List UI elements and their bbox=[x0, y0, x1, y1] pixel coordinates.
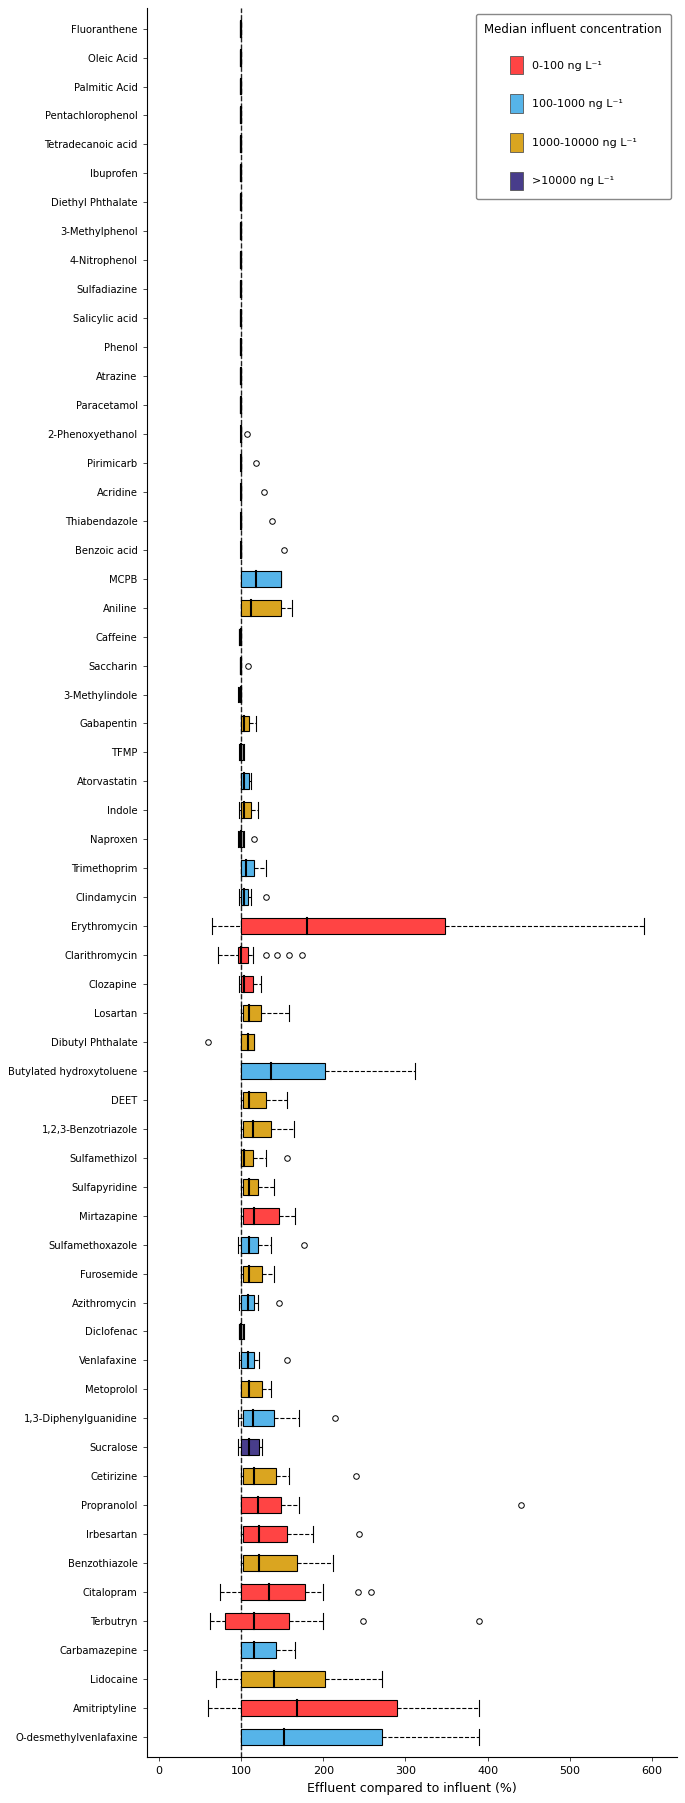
Bar bbox=[240, 397, 241, 413]
Bar bbox=[242, 1121, 271, 1136]
Bar bbox=[242, 1179, 258, 1195]
Bar bbox=[241, 1671, 325, 1688]
Bar bbox=[242, 1093, 266, 1107]
Bar bbox=[241, 1064, 325, 1078]
Bar bbox=[241, 1496, 281, 1513]
Bar bbox=[240, 687, 241, 703]
X-axis label: Effluent compared to influent (%): Effluent compared to influent (%) bbox=[307, 1781, 516, 1794]
Bar bbox=[241, 600, 281, 615]
Bar bbox=[241, 889, 248, 905]
Bar bbox=[240, 166, 241, 182]
Bar bbox=[242, 1004, 261, 1020]
Bar bbox=[241, 1381, 262, 1397]
Bar bbox=[225, 1614, 289, 1628]
Legend: 0-100 ng L⁻¹, 100-1000 ng L⁻¹, 1000-10000 ng L⁻¹, >10000 ng L⁻¹: 0-100 ng L⁻¹, 100-1000 ng L⁻¹, 1000-1000… bbox=[475, 14, 671, 198]
Bar bbox=[241, 1033, 254, 1049]
Bar bbox=[242, 1556, 297, 1570]
Bar bbox=[241, 1643, 275, 1659]
Bar bbox=[240, 629, 241, 644]
Bar bbox=[241, 716, 249, 732]
Bar bbox=[242, 1410, 274, 1426]
Bar bbox=[240, 831, 242, 847]
Bar bbox=[241, 1729, 382, 1745]
Bar bbox=[241, 1439, 259, 1455]
Bar bbox=[242, 1525, 287, 1542]
Bar bbox=[240, 310, 241, 326]
Bar bbox=[240, 50, 241, 65]
Bar bbox=[242, 1266, 262, 1282]
Bar bbox=[241, 1295, 254, 1311]
Bar bbox=[242, 1468, 275, 1484]
Bar bbox=[241, 1585, 306, 1599]
Bar bbox=[241, 773, 249, 790]
Bar bbox=[240, 281, 241, 297]
Bar bbox=[241, 975, 253, 992]
Bar bbox=[241, 1352, 254, 1368]
Bar bbox=[240, 658, 241, 674]
Bar bbox=[240, 368, 241, 384]
Bar bbox=[240, 20, 241, 36]
Bar bbox=[238, 947, 248, 963]
Bar bbox=[240, 195, 241, 211]
Bar bbox=[242, 1208, 279, 1224]
Bar bbox=[241, 1700, 397, 1716]
Bar bbox=[241, 918, 445, 934]
Bar bbox=[241, 1150, 253, 1167]
Bar bbox=[241, 1237, 258, 1253]
Bar bbox=[241, 572, 281, 586]
Bar bbox=[240, 137, 241, 153]
Bar bbox=[240, 224, 241, 240]
Bar bbox=[240, 1323, 242, 1340]
Bar bbox=[240, 108, 241, 123]
Bar bbox=[240, 339, 241, 355]
Bar bbox=[241, 802, 251, 819]
Bar bbox=[240, 252, 241, 269]
Bar bbox=[241, 860, 254, 876]
Bar bbox=[240, 745, 242, 761]
Bar bbox=[240, 79, 241, 94]
